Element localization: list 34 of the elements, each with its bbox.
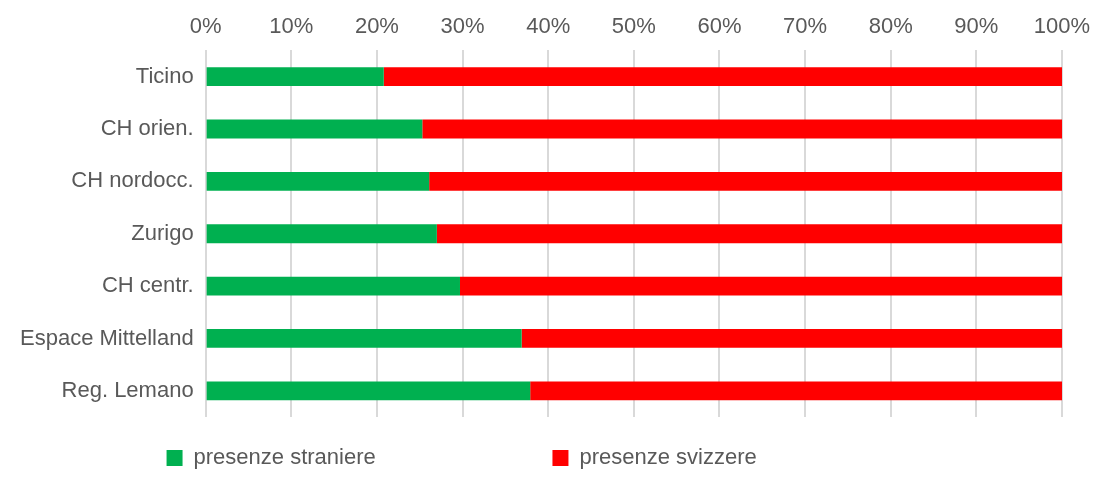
bar (429, 171, 1062, 191)
legend-label: presenze straniere (193, 444, 523, 470)
bar (383, 67, 1062, 87)
y-tick-label: Ticino (135, 62, 194, 88)
x-tick-label: 0% (189, 13, 222, 39)
x-tick-label: 70% (783, 13, 828, 39)
bar (530, 381, 1062, 401)
y-tick-label: CH nordocc. (71, 167, 194, 193)
x-tick-label: 20% (354, 13, 399, 39)
y-tick-label: Espace Mittelland (19, 324, 194, 350)
x-tick-label: 40% (526, 13, 571, 39)
x-tick-label: 10% (269, 13, 314, 39)
legend-label: presenze svizzere (579, 444, 904, 470)
bar (206, 381, 531, 401)
bar (459, 276, 1062, 296)
bar (206, 67, 384, 87)
x-tick-label: 30% (440, 13, 485, 39)
bar (206, 119, 423, 139)
y-tick-label: CH centr. (101, 272, 194, 298)
bar (422, 119, 1062, 139)
y-tick-label: Zurigo (131, 219, 194, 245)
x-tick-label: 50% (611, 13, 656, 39)
x-tick-label: 80% (868, 13, 913, 39)
bar (206, 224, 437, 244)
y-tick-label: Reg. Lemano (61, 376, 194, 402)
bar (521, 329, 1062, 348)
x-tick-label: 100% (1033, 13, 1091, 39)
x-tick-label: 60% (697, 13, 742, 39)
y-tick-label: CH orien. (100, 115, 194, 141)
bar (206, 276, 460, 296)
bar (206, 171, 430, 191)
x-tick-label: 90% (954, 13, 999, 39)
bar (206, 329, 522, 348)
bar (436, 224, 1062, 244)
